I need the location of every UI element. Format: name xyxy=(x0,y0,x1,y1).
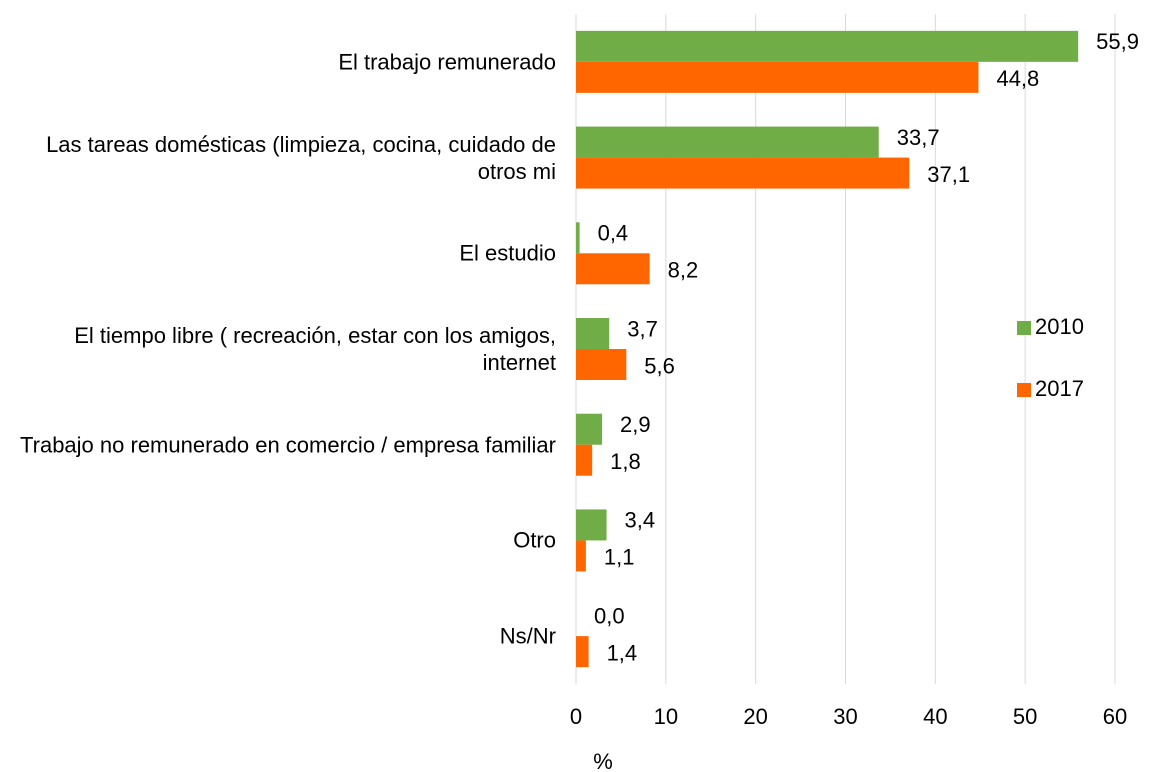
legend-swatch xyxy=(1017,321,1031,335)
bar xyxy=(576,413,603,445)
y-tick-label: Ns/Nr xyxy=(499,623,556,649)
bar xyxy=(576,318,610,349)
legend-label: 2017 xyxy=(1035,376,1084,401)
data-label: 1,1 xyxy=(604,545,635,570)
y-tick-label: Otro xyxy=(513,527,556,553)
x-tick-label: 10 xyxy=(654,704,678,729)
data-label: 5,6 xyxy=(644,353,675,378)
y-tick-label: Trabajo no remunerado en comercio / empr… xyxy=(20,432,556,458)
bar xyxy=(576,222,580,254)
x-tick-label: 50 xyxy=(1013,704,1037,729)
data-label: 3,4 xyxy=(625,508,656,533)
y-tick-label: Las tareas domésticas (limpieza, cocina,… xyxy=(46,131,556,184)
data-label: 1,4 xyxy=(607,640,638,665)
data-label: 55,9 xyxy=(1096,29,1139,54)
y-tick-label: El tiempo libre ( recreación, estar con … xyxy=(74,323,556,375)
y-tick-label: El estudio xyxy=(459,240,556,266)
data-label: 1,8 xyxy=(610,449,641,474)
bar xyxy=(576,61,979,93)
bar xyxy=(576,30,1079,62)
data-label: 37,1 xyxy=(927,162,970,187)
bar xyxy=(576,509,607,541)
data-label: 0,4 xyxy=(598,221,629,246)
bar xyxy=(576,253,650,285)
bar xyxy=(576,157,910,189)
legend-swatch xyxy=(1017,383,1031,397)
data-label: 33,7 xyxy=(897,125,940,150)
bar xyxy=(576,444,593,476)
y-tick-label: El trabajo remunerado xyxy=(338,49,556,75)
x-tick-label: 30 xyxy=(833,704,857,729)
x-tick-label: 40 xyxy=(923,704,947,729)
data-label: 0,0 xyxy=(594,603,625,628)
data-label: 8,2 xyxy=(668,258,699,283)
bar xyxy=(576,540,586,572)
x-tick-label: 0 xyxy=(570,704,582,729)
data-label: 44,8 xyxy=(996,66,1039,91)
data-label: 2,9 xyxy=(620,412,651,437)
x-tick-label: 60 xyxy=(1103,704,1127,729)
bar xyxy=(576,126,879,158)
bar xyxy=(576,349,627,380)
data-label: 3,7 xyxy=(627,316,658,341)
bar xyxy=(576,636,589,668)
x-tick-label: 20 xyxy=(743,704,767,729)
x-axis-label: % xyxy=(593,749,613,772)
legend-label: 2010 xyxy=(1035,314,1084,339)
